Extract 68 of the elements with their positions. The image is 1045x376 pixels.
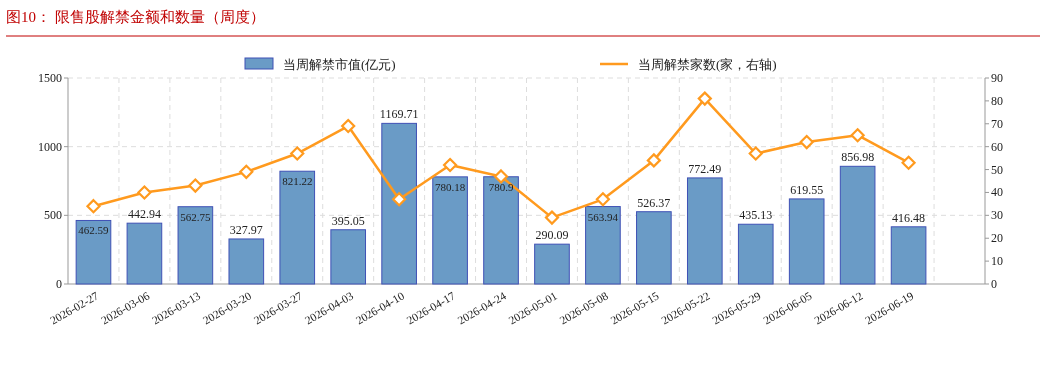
data-label: 435.13 [739,208,773,223]
point [850,128,865,143]
bar [228,238,265,285]
bar [788,198,825,285]
data-label: 526.37 [637,195,671,210]
point [646,153,661,168]
point [341,118,356,134]
data-label: 772.49 [688,161,722,176]
point [86,199,101,214]
point [442,157,458,173]
point [137,185,152,200]
data-label: 442.94 [127,207,161,222]
y-tick-label: 0 [56,277,62,291]
bar [585,206,621,285]
point [493,169,509,184]
y-tick-label: 1500 [38,71,62,85]
y2-tick-label: 30 [991,208,1003,223]
bar [737,223,774,285]
data-label: 780.9 [488,180,514,193]
y2-tick-label: 50 [991,162,1003,177]
point [239,164,254,179]
bar [839,165,876,285]
bar [636,211,672,285]
data-label: 780.18 [434,180,466,193]
data-label: 327.97 [229,222,263,237]
bar [534,243,570,285]
data-label: 563.94 [587,210,619,223]
y2-tick-label: 80 [991,93,1003,108]
point [392,192,407,207]
y2-tick-label: 70 [991,116,1003,131]
y-tick-label: 500 [44,208,62,223]
data-label: 562.75 [180,210,211,223]
point [290,146,305,161]
point [544,210,560,225]
data-label: 856.98 [841,150,875,165]
bar [126,222,163,285]
y-tick-label: 1000 [38,139,62,154]
y2-tick-label: 0 [991,277,997,291]
data-label: 290.09 [535,228,569,243]
bar [483,176,519,285]
point [595,192,611,207]
bar [279,170,316,285]
point [799,134,814,150]
bar [330,229,367,285]
bar [177,206,214,285]
bar [890,226,927,285]
point [697,91,712,106]
chart-title: 图10： 限售股解禁金额和数量（周度） [6,9,265,25]
y2-tick-label: 60 [991,139,1003,154]
point [901,155,916,170]
y2-tick-label: 40 [991,185,1003,200]
data-label: 1169.71 [379,107,419,122]
data-label: 416.48 [892,210,926,225]
y2-tick-label: 90 [991,71,1003,85]
point [188,178,203,193]
bar [432,176,468,285]
bar [686,177,723,285]
point [748,146,763,161]
data-label: 462.59 [78,224,110,237]
data-label: 821.22 [282,175,313,188]
legend-label: 当周解禁家数(家，右轴) [638,57,777,72]
data-label: 395.05 [331,213,365,228]
data-label: 619.55 [790,182,824,197]
y2-tick-label: 10 [991,254,1003,269]
legend-label: 当周解禁市值(亿元) [283,57,396,72]
bar [381,122,417,285]
y2-tick-label: 20 [991,231,1003,246]
bar [75,219,112,285]
